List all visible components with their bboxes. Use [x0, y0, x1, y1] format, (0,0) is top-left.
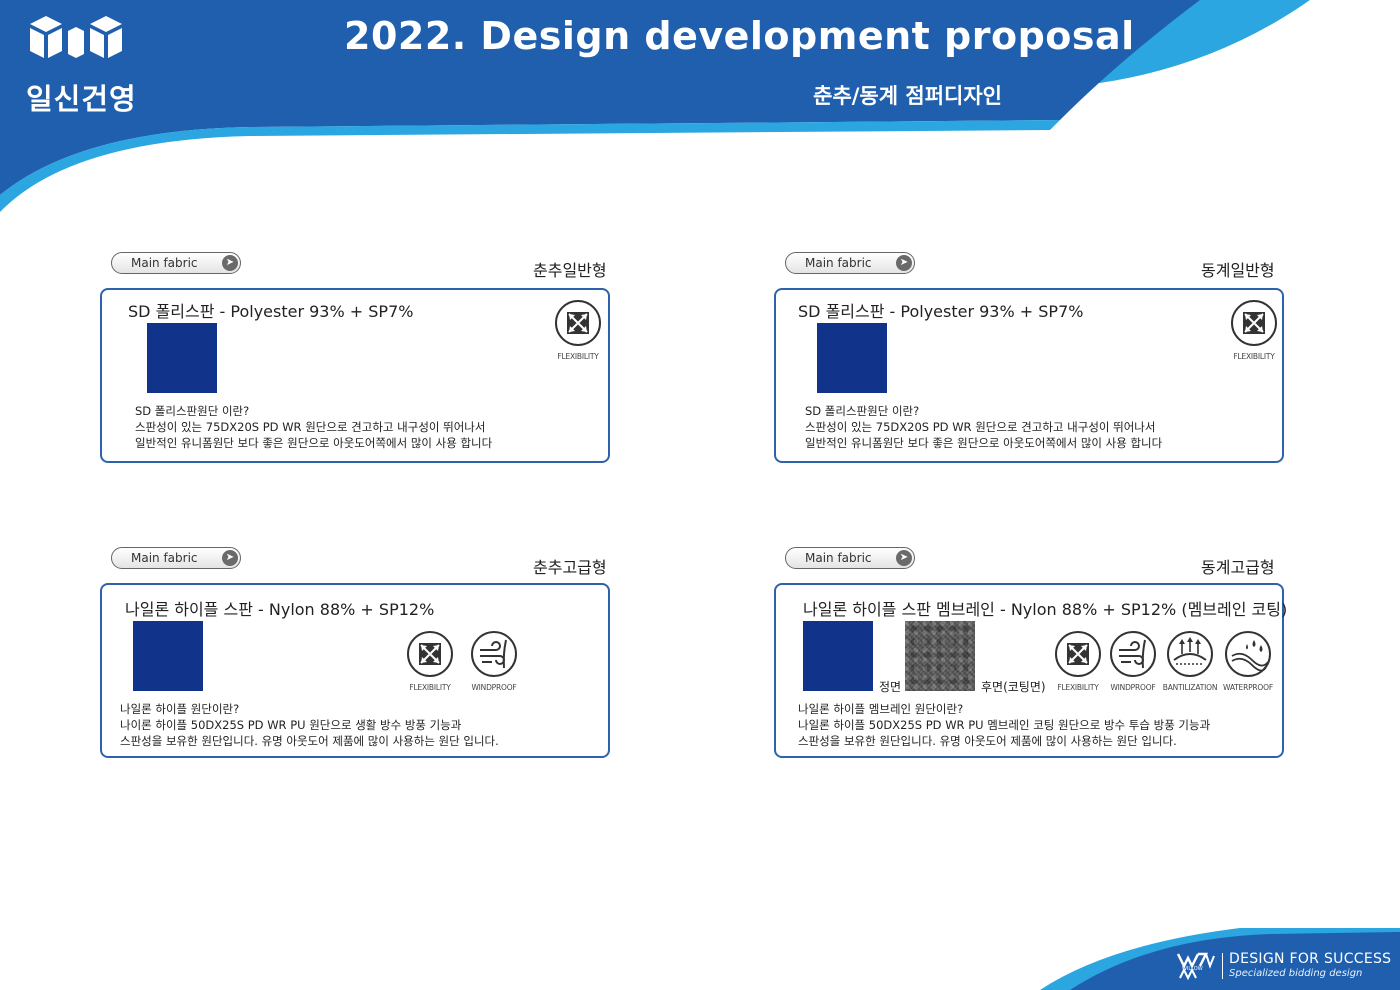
page-subtitle: 춘추/동계 점퍼디자인 [813, 84, 1002, 108]
fabric-card: 나일론 하이플 스판 - Nylon 88% + SP12% FLEXIBILI… [100, 583, 610, 758]
flexibility-icon [555, 300, 601, 346]
footer-tagline: Specialized bidding design [1229, 968, 1363, 979]
desc-line: SD 폴리스판원단 이란? [805, 404, 920, 418]
feature-label: FLEXIBILITY [409, 683, 451, 692]
feature-label: FLEXIBILITY [557, 352, 599, 361]
tag-label: Main fabric [805, 256, 872, 270]
fabric-card: SD 폴리스판 - Polyester 93% + SP7% FLEXIBILI… [100, 288, 610, 463]
desc-line: SD 폴리스판원단 이란? [135, 404, 250, 418]
desc-line: 일반적인 유니폼원단 보다 좋은 원단으로 아웃도어쪽에서 많이 사용 합니다 [805, 436, 1163, 450]
swatch-front-caption: 정면 [879, 680, 902, 694]
tag-label: Main fabric [131, 256, 198, 270]
main-fabric-tag: Main fabric ➤ [785, 547, 915, 569]
fabric-title: 나일론 하이플 스판 멤브레인 - Nylon 88% + SP12% (멤브레… [803, 600, 1288, 619]
main-fabric-tag: Main fabric ➤ [785, 252, 915, 274]
swatch-back-caption: 후면(코팅면) [981, 680, 1046, 694]
willow-logo-icon: WILLOW [1176, 952, 1215, 980]
feature-label: FLEXIBILITY [1233, 352, 1275, 361]
arrow-right-icon: ➤ [222, 550, 238, 566]
water-drops-icon [1225, 631, 1271, 677]
feature-label: WATERPROOF [1223, 683, 1273, 692]
desc-line: 스판성을 보유한 원단입니다. 유명 아웃도어 제품에 많이 사용하는 원단 입… [120, 734, 499, 748]
fabric-card: SD 폴리스판 - Polyester 93% + SP7% FLEXIBILI… [774, 288, 1284, 463]
arrow-right-icon: ➤ [896, 550, 912, 566]
desc-line: 나일론 하이플 50DX25S PD WR PU 멤브레인 코팅 원단으로 방수… [798, 718, 1211, 732]
company-name: 일신건영 [26, 82, 137, 116]
desc-line: 스판성이 있는 75DX20S PD WR 원단으로 견고하고 내구성이 뛰어나… [805, 420, 1156, 434]
fabric-description: SD 폴리스판원단 이란? 스판성이 있는 75DX20S PD WR 원단으로… [805, 403, 1162, 451]
feature-windproof: WINDPROOF [464, 630, 524, 692]
fabric-swatch-blue [817, 323, 887, 393]
feature-flexibility: FLEXIBILITY [1048, 630, 1108, 692]
main-fabric-tag: Main fabric ➤ [111, 252, 241, 274]
feature-label: WINDPROOF [471, 683, 517, 692]
jacket-type-label: 동계일반형 [1201, 261, 1275, 280]
header-background [0, 0, 1310, 212]
feature-flexibility: FLEXIBILITY [1224, 299, 1284, 361]
ventilation-arrows-icon [1167, 631, 1213, 677]
feature-label: WINDPROOF [1110, 683, 1156, 692]
feature-label: BANTILIZATION [1162, 683, 1218, 692]
arrow-right-icon: ➤ [896, 255, 912, 271]
wind-icon [471, 631, 517, 677]
footer-slogan: DESIGN FOR SUCCESS [1229, 951, 1392, 967]
fabric-description: 나일론 하이플 멤브레인 원단이란? 나일론 하이플 50DX25S PD WR… [798, 701, 1210, 749]
company-logo-icon [30, 16, 122, 58]
fabric-title: 나일론 하이플 스판 - Nylon 88% + SP12% [125, 600, 435, 619]
jacket-type-label: 춘추고급형 [533, 558, 607, 577]
fabric-title: SD 폴리스판 - Polyester 93% + SP7% [798, 302, 1084, 321]
desc-line: 나일론 하이플 멤브레인 원단이란? [798, 702, 964, 716]
page-title: 2022. Design development proposal [344, 14, 1135, 58]
feature-windproof: WINDPROOF [1103, 630, 1163, 692]
main-fabric-tag: Main fabric ➤ [111, 547, 241, 569]
flexibility-icon [1055, 631, 1101, 677]
jacket-type-label: 춘추일반형 [533, 261, 607, 280]
fabric-description: SD 폴리스판원단 이란? 스판성이 있는 75DX20S PD WR 원단으로… [135, 403, 492, 451]
footer-background [1040, 928, 1400, 990]
tag-label: Main fabric [131, 551, 198, 565]
desc-line: 스판성이 있는 75DX20S PD WR 원단으로 견고하고 내구성이 뛰어나… [135, 420, 486, 434]
fabric-swatch-blue [147, 323, 217, 393]
flexibility-icon [407, 631, 453, 677]
desc-line: 스판성을 보유한 원단입니다. 유명 아웃도어 제품에 많이 사용하는 원단 입… [798, 734, 1177, 748]
desc-line: 나이론 하이플 50DX25S PD WR PU 원단으로 생활 방수 방풍 기… [120, 718, 462, 732]
feature-label: FLEXIBILITY [1057, 683, 1099, 692]
desc-line: 일반적인 유니폼원단 보다 좋은 원단으로 아웃도어쪽에서 많이 사용 합니다 [135, 436, 493, 450]
feature-flexibility: FLEXIBILITY [548, 299, 608, 361]
fabric-card: 나일론 하이플 스판 멤브레인 - Nylon 88% + SP12% (멤브레… [774, 583, 1288, 758]
fabric-swatch-blue [133, 621, 203, 691]
feature-flexibility: FLEXIBILITY [400, 630, 460, 692]
flexibility-icon [1231, 300, 1277, 346]
wind-icon [1110, 631, 1156, 677]
footer-divider [1222, 953, 1223, 979]
fabric-title: SD 폴리스판 - Polyester 93% + SP7% [128, 302, 414, 321]
tag-label: Main fabric [805, 551, 872, 565]
fabric-swatch-blue [803, 621, 873, 691]
fabric-swatch-coated [905, 621, 975, 691]
fabric-description: 나일론 하이플 원단이란? 나이론 하이플 50DX25S PD WR PU 원… [120, 701, 499, 749]
feature-waterproof: WATERPROOF [1218, 630, 1278, 692]
desc-line: 나일론 하이플 원단이란? [120, 702, 240, 716]
footer-brand: WILLOW [1182, 966, 1203, 972]
arrow-right-icon: ➤ [222, 255, 238, 271]
feature-bantilization: BANTILIZATION [1160, 630, 1220, 692]
jacket-type-label: 동계고급형 [1201, 558, 1275, 577]
